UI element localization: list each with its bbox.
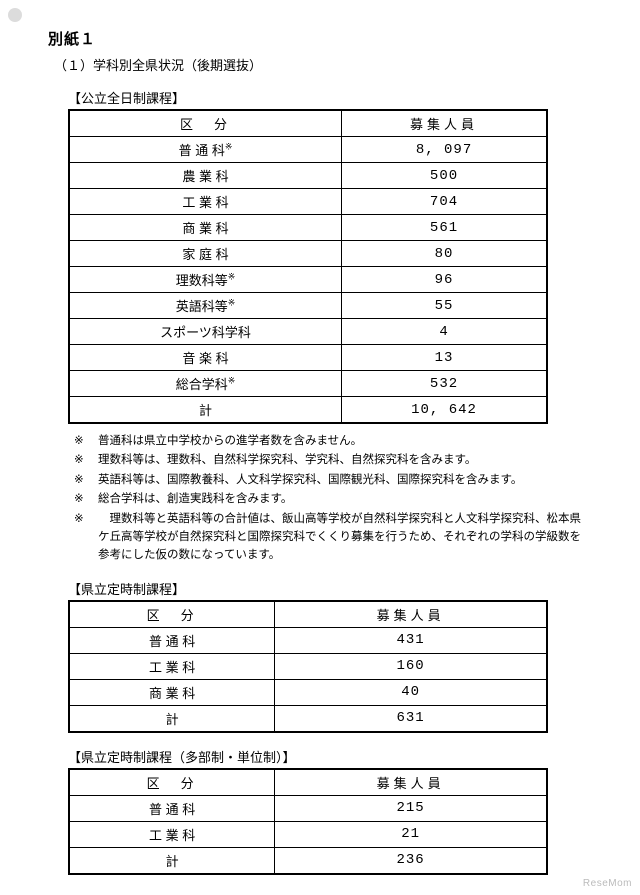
table-fulltime: 区 分 募集人員 普 通 科※ 8, 097 農 業 科 500 工 業 科 7… (68, 109, 548, 424)
note-row: ※普通科は県立中学校からの進学者数を含みません。 (74, 432, 592, 450)
note-row: ※英語科等は、国際教養科、人文科学探究科、国際観光科、国際探究科を含みます。 (74, 471, 592, 489)
cell-value: 40 (275, 679, 547, 705)
section2-label: 【県立定時制課程】 (68, 579, 592, 598)
cell-category: 普 通 科※ (69, 137, 342, 163)
table-row: 計 631 (69, 705, 547, 732)
cell-value: 80 (342, 241, 547, 267)
table-row: 普 通 科 431 (69, 627, 547, 653)
table-row: 農 業 科 500 (69, 163, 547, 189)
section3-label: 【県立定時制課程（多部制・単位制）】 (68, 747, 592, 766)
note-marker: ※ (74, 451, 98, 469)
corner-dot (8, 8, 22, 22)
cell-value: 55 (342, 293, 547, 319)
note-marker: ※ (74, 510, 98, 565)
table-header-row: 区 分 募集人員 (69, 769, 547, 796)
table3-body: 普 通 科 215 工 業 科 21 計 236 (69, 795, 547, 874)
table-row: 総合学科※ 532 (69, 371, 547, 397)
cell-value: 96 (342, 267, 547, 293)
cell-category: 工 業 科 (69, 189, 342, 215)
table-row: 計 10, 642 (69, 397, 547, 424)
note-text: 総合学科は、創造実践科を含みます。 (98, 490, 592, 508)
table-row: 工 業 科 704 (69, 189, 547, 215)
cell-category: 農 業 科 (69, 163, 342, 189)
cell-value: 704 (342, 189, 547, 215)
cell-category: 計 (69, 705, 275, 732)
cell-category: 英語科等※ (69, 293, 342, 319)
table-parttime-multi: 区 分 募集人員 普 通 科 215 工 業 科 21 計 236 (68, 768, 548, 875)
cell-category: 商 業 科 (69, 679, 275, 705)
table-row: 計 236 (69, 847, 547, 874)
table-row: 普 通 科 215 (69, 795, 547, 821)
document-page: 別紙１ （１）学科別全県状況（後期選抜） 【公立全日制課程】 区 分 募集人員 … (0, 0, 640, 895)
table-row: 家 庭 科 80 (69, 241, 547, 267)
table-parttime: 区 分 募集人員 普 通 科 431 工 業 科 160 商 業 科 40 計 … (68, 600, 548, 733)
table1-body: 普 通 科※ 8, 097 農 業 科 500 工 業 科 704 商 業 科 … (69, 137, 547, 424)
note-row: ※ 理数科等と英語科等の合計値は、飯山高等学校が自然科学探究科と人文科学探究科、… (74, 510, 592, 565)
cell-category: 理数科等※ (69, 267, 342, 293)
cell-category: 計 (69, 397, 342, 424)
note-marker: ※ (74, 490, 98, 508)
cell-value: 4 (342, 319, 547, 345)
cell-category: 総合学科※ (69, 371, 342, 397)
cell-category: スポーツ科学科 (69, 319, 342, 345)
col-value: 募集人員 (275, 601, 547, 628)
table-header-row: 区 分 募集人員 (69, 601, 547, 628)
table-row: 工 業 科 21 (69, 821, 547, 847)
col-category: 区 分 (69, 110, 342, 137)
cell-category: 音 楽 科 (69, 345, 342, 371)
cell-value: 8, 097 (342, 137, 547, 163)
watermark: ReseMom (583, 878, 632, 889)
table-row: 英語科等※ 55 (69, 293, 547, 319)
table-row: 商 業 科 561 (69, 215, 547, 241)
cell-value: 236 (275, 847, 547, 874)
note-text: 理数科等と英語科等の合計値は、飯山高等学校が自然科学探究科と人文科学探究科、松本… (98, 510, 592, 565)
table-row: スポーツ科学科 4 (69, 319, 547, 345)
cell-category: 工 業 科 (69, 821, 275, 847)
note-text: 普通科は県立中学校からの進学者数を含みません。 (98, 432, 592, 450)
notes-block: ※普通科は県立中学校からの進学者数を含みません。※理数科等は、理数科、自然科学探… (74, 432, 592, 565)
cell-category: 工 業 科 (69, 653, 275, 679)
col-category: 区 分 (69, 601, 275, 628)
col-category: 区 分 (69, 769, 275, 796)
cell-category: 計 (69, 847, 275, 874)
table-row: 音 楽 科 13 (69, 345, 547, 371)
note-row: ※理数科等は、理数科、自然科学探究科、学究科、自然探究科を含みます。 (74, 451, 592, 469)
cell-value: 532 (342, 371, 547, 397)
cell-value: 431 (275, 627, 547, 653)
cell-value: 500 (342, 163, 547, 189)
table-header-row: 区 分 募集人員 (69, 110, 547, 137)
section1-label: 【公立全日制課程】 (68, 88, 592, 107)
cell-value: 21 (275, 821, 547, 847)
table2-body: 普 通 科 431 工 業 科 160 商 業 科 40 計 631 (69, 627, 547, 732)
cell-value: 631 (275, 705, 547, 732)
note-marker: ※ (74, 471, 98, 489)
subtitle: （１）学科別全県状況（後期選抜） (54, 55, 592, 74)
table-row: 理数科等※ 96 (69, 267, 547, 293)
page-title: 別紙１ (48, 28, 592, 49)
cell-category: 普 通 科 (69, 795, 275, 821)
col-value: 募集人員 (342, 110, 547, 137)
table-row: 普 通 科※ 8, 097 (69, 137, 547, 163)
col-value: 募集人員 (275, 769, 547, 796)
cell-value: 13 (342, 345, 547, 371)
note-text: 英語科等は、国際教養科、人文科学探究科、国際観光科、国際探究科を含みます。 (98, 471, 592, 489)
cell-value: 160 (275, 653, 547, 679)
cell-value: 215 (275, 795, 547, 821)
table-row: 工 業 科 160 (69, 653, 547, 679)
note-marker: ※ (74, 432, 98, 450)
note-row: ※総合学科は、創造実践科を含みます。 (74, 490, 592, 508)
cell-value: 10, 642 (342, 397, 547, 424)
note-text: 理数科等は、理数科、自然科学探究科、学究科、自然探究科を含みます。 (98, 451, 592, 469)
cell-value: 561 (342, 215, 547, 241)
cell-category: 家 庭 科 (69, 241, 342, 267)
cell-category: 普 通 科 (69, 627, 275, 653)
cell-category: 商 業 科 (69, 215, 342, 241)
table-row: 商 業 科 40 (69, 679, 547, 705)
